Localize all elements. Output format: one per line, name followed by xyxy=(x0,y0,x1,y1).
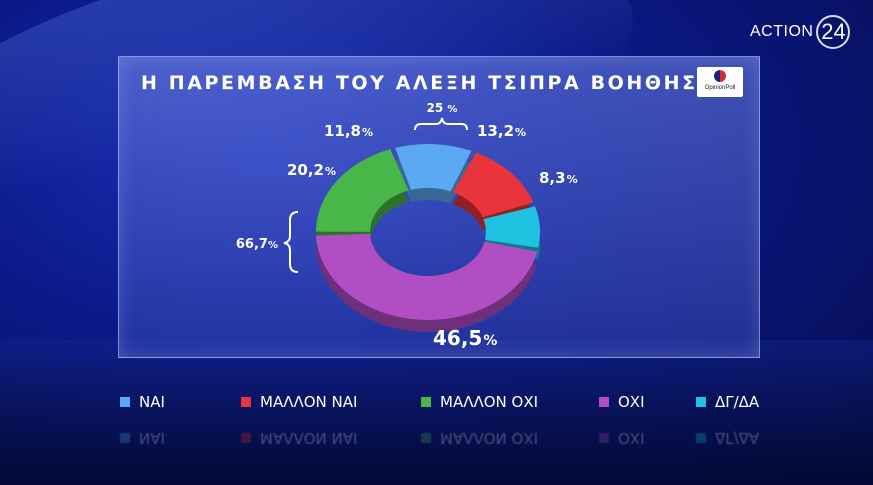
slice-label-unit: % xyxy=(567,173,578,186)
group-label-1: 66,7% xyxy=(236,237,278,252)
legend-item-μαλλον-οχι: ΜΑΛΛΟΝ ΟΧΙ xyxy=(421,393,538,411)
slice-label-οχι: 46,5% xyxy=(433,326,497,350)
donut-labels: 11,8% 13,2%8,3%46,5%20,2%25 %66,7% xyxy=(236,101,578,350)
chart-title: Η ΠΑΡΕΜΒΑΣΗ ΤΟΥ ΑΛΕΞΗ ΤΣΙΠΡΑ ΒΟΗΘΗΣΕ; xyxy=(141,72,724,94)
legend-swatch xyxy=(241,397,251,407)
donut-slice-μαλλον-οχι xyxy=(316,149,409,232)
group-brackets xyxy=(283,117,468,273)
legend-reflection: ΝΑΙ ΜΑΛΛΟΝ ΝΑΙ ΜΑΛΛΟΝ ΟΧΙ ΟΧΙ ΔΓ/ΔΑ xyxy=(120,425,820,447)
pollster-logo: OpinionPoll xyxy=(697,67,743,97)
donut-slice-μαλλον-ναι xyxy=(452,152,534,218)
legend-label: ΜΑΛΛΟΝ ΟΧΙ xyxy=(440,429,539,447)
legend-swatch xyxy=(696,433,706,443)
bracket-no-group xyxy=(283,211,299,273)
slice-label-μαλλον-οχι: 20,2% xyxy=(287,161,336,179)
legend-label: ΔΓ/ΔΑ xyxy=(715,393,760,411)
legend-item-μαλλον-ναι: ΜΑΛΛΟΝ ΝΑΙ xyxy=(241,393,357,411)
group-label-0: 25 % xyxy=(427,101,458,115)
legend-label: ΜΑΛΛΟΝ ΟΧΙ xyxy=(440,393,539,411)
legend-swatch xyxy=(241,433,251,443)
legend-swatch xyxy=(599,433,609,443)
legend-label: ΜΑΛΛΟΝ ΝΑΙ xyxy=(260,429,358,447)
donut-slice-δγ-δα xyxy=(483,206,540,248)
donut-slice-ναι xyxy=(395,144,472,192)
legend-swatch xyxy=(696,397,706,407)
channel-logo-text: ACTION xyxy=(750,23,814,40)
pollster-logo-icon xyxy=(714,70,726,82)
slice-label-ναι: 11,8% xyxy=(324,122,373,140)
legend-swatch xyxy=(599,397,609,407)
legend-swatch xyxy=(421,397,431,407)
legend-reflection-item-οχι: ΟΧΙ xyxy=(599,429,645,447)
slice-label-value: 20,2 xyxy=(287,161,324,179)
slice-label-unit: % xyxy=(362,126,373,139)
legend-label: ΝΑΙ xyxy=(139,429,165,447)
legend-item-ναι: ΝΑΙ xyxy=(120,393,165,411)
channel-logo-number: 24 xyxy=(816,15,851,49)
legend-label: ΝΑΙ xyxy=(139,393,165,411)
legend-reflection-item-μαλλον-οχι: ΜΑΛΛΟΝ ΟΧΙ xyxy=(421,429,538,447)
legend-reflection-item-ναι: ΝΑΙ xyxy=(120,429,165,447)
chart-legend: ΝΑΙ ΜΑΛΛΟΝ ΝΑΙ ΜΑΛΛΟΝ ΟΧΙ ΟΧΙ ΔΓ/ΔΑ xyxy=(120,393,820,415)
slice-label-unit: % xyxy=(325,165,336,178)
bracket-yes-group xyxy=(414,117,468,131)
legend-item-δγ-δα: ΔΓ/ΔΑ xyxy=(696,393,759,411)
channel-logo: ACTION 24 xyxy=(750,14,851,50)
slice-label-unit: % xyxy=(515,126,526,139)
slice-label-δγ-δα: 8,3% xyxy=(539,169,578,187)
legend-item-οχι: ΟΧΙ xyxy=(599,393,645,411)
legend-reflection-item-μαλλον-ναι: ΜΑΛΛΟΝ ΝΑΙ xyxy=(241,429,357,447)
legend-swatch xyxy=(120,397,130,407)
slice-label-μαλλον-ναι: 13,2% xyxy=(477,122,526,140)
legend-reflection-item-δγ-δα: ΔΓ/ΔΑ xyxy=(696,429,759,447)
donut-slice-οχι xyxy=(316,233,538,321)
legend-label: ΟΧΙ xyxy=(618,429,645,447)
background-floor xyxy=(0,340,873,485)
legend-label: ΔΓ/ΔΑ xyxy=(715,429,760,447)
legend-swatch xyxy=(120,433,130,443)
slice-label-value: 46,5 xyxy=(433,326,482,350)
slice-label-value: 11,8 xyxy=(324,122,361,140)
legend-swatch xyxy=(421,433,431,443)
slice-label-unit: % xyxy=(483,333,497,349)
pollster-logo-text: OpinionPoll xyxy=(704,85,736,91)
slice-label-value: 8,3 xyxy=(539,169,566,187)
legend-label: ΜΑΛΛΟΝ ΝΑΙ xyxy=(260,393,358,411)
slice-label-value: 13,2 xyxy=(477,122,514,140)
donut-slices xyxy=(316,144,540,333)
legend-label: ΟΧΙ xyxy=(618,393,645,411)
